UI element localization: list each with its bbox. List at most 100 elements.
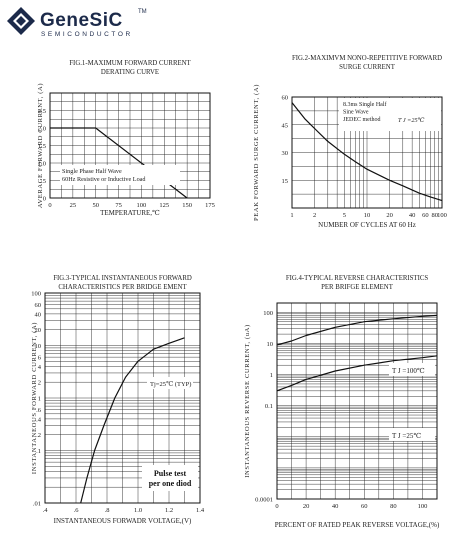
diamond-hexagon-logo-icon [7,7,35,35]
annotation-text: JEDEC method [343,117,381,123]
y-tick-label: 40 [35,311,42,318]
annotation-text: Single Phase Half Wave [62,168,122,175]
y-tick-label: 30 [282,150,289,157]
x-axis-label: PERCENT OF RATED PEAK REVERSE VOLTAGE,(%… [275,521,440,529]
y-tick-label: 10 [267,341,274,348]
plot-frame [276,302,438,500]
annotation-box [389,428,435,441]
y-tick-label: 0.1 [265,403,273,410]
y-axis-label: PEAK FORWARD SURGE CURRENT, (A) [253,84,260,221]
y-tick-label: 100 [31,291,41,298]
series-label: T J =25℃ [392,432,421,440]
x-tick-label: 0 [275,503,278,510]
annotation-box [339,98,441,131]
y-tick-label: .2 [36,432,41,439]
x-tick-label: 40 [409,212,416,219]
series-line-1 [291,102,443,202]
series-label: T J =100℃ [392,367,425,375]
y-tick-label: 45 [282,122,289,129]
x-tick-label: 1.2 [165,507,173,514]
x-tick-label: 5 [343,212,346,219]
y-tick-label: 1 [38,396,41,403]
chart-title: FIG.2-MAXIMVM NONO-REPETITIVE FORWARD [292,55,442,62]
trademark: TM [138,9,147,15]
y-axis-label: INSTANTANEOUS FORWARD CURRENT, (A) [31,322,38,474]
y-tick-label: 4 [38,364,42,371]
x-tick-label: 1 [290,212,293,219]
annotation-box [147,377,193,389]
series-line-1 [80,337,185,504]
annotation-box [389,363,435,376]
x-tick-label: 60 [361,503,368,510]
annotation-text: Sine Wave [343,110,369,116]
fig3-chart: FIG.3-TYPICAL INSTANTANEOUS FORWARD CHARA… [31,275,205,525]
x-tick-label: .4 [43,507,49,514]
y-tick-label: .6 [36,407,42,414]
y-tick-label: .5 [41,178,46,185]
plot-frame [44,292,201,504]
x-tick-label: 20 [303,503,310,510]
condition-label: Tj=25℃ (TYP) [150,380,191,388]
x-tick-label: 10 [364,212,371,219]
x-axis-label: NUMBER OF CYCLES AT 60 Hz [318,221,416,229]
y-tick-label: 6 [38,355,42,362]
annotation-box [142,465,198,491]
x-tick-label: 40 [332,503,339,510]
y-tick-label: 1.5 [38,143,46,150]
annotation-text: Pulse test [154,469,187,478]
fig4-chart: FIG.4-TYPICAL REVERSE CHARACTERISTICS PER… [244,275,440,529]
x-tick-label: 60 [422,212,429,219]
x-tick-label: 80 [431,212,438,219]
brand-tagline: SEMICONDUCTOR [41,31,133,38]
x-tick-label: 125 [159,202,169,209]
chart-title: FIG.4-TYPICAL REVERSE CHARACTERISTICS [286,275,429,282]
x-tick-label: 80 [390,503,397,510]
x-axis-label: TEMPERATURE,℃ [100,209,160,217]
annotation-box [60,165,180,185]
chart-title: PER BRIFGE ELEMENT [321,284,394,291]
chart-title: DERATING CURVE [101,69,159,76]
x-tick-label: 100 [437,212,447,219]
y-tick-label: 0 [43,196,46,203]
annotation-text: per one diod [149,479,192,488]
annotation-text: 8.3ms Single Half [343,101,387,108]
x-tick-label: .8 [105,507,110,514]
fig1-chart: FIG.1-MAXIMUM FORWARD CURRENT DERATING CU… [37,60,215,217]
y-tick-label: .1 [36,448,41,455]
chart-title: SURGE CURRENT [339,64,396,71]
x-axis-label: INSTANTANEOUS FORWADR VOLTAGE,(V) [54,517,192,525]
y-tick-label: 15 [282,178,289,185]
y-axis-label: INSTANTANEOUS REVERSE CURRENT, (uA) [244,324,251,478]
x-tick-label: 100 [137,202,147,209]
plot-frame [291,96,443,209]
x-tick-label: 50 [92,202,99,209]
y-tick-label: 60 [35,302,42,309]
x-tick-label: 20 [386,212,393,219]
y-tick-label: .4 [36,416,42,423]
fig2-chart: FIG.2-MAXIMVM NONO-REPETITIVE FORWARD SUR… [253,55,447,229]
brand-name: GeneSiC [40,10,123,31]
chart-title: FIG.1-MAXIMUM FORWARD CURRENT [69,60,191,67]
y-tick-label: 100 [263,310,273,317]
y-tick-label: 2.5 [38,108,46,115]
x-tick-label: 25 [70,202,77,209]
y-tick-label: 20 [35,327,42,334]
annotation-text: 60Hz Resistive or Inductive Load [62,176,146,183]
x-tick-label: .6 [74,507,80,514]
x-tick-label: 75 [115,202,122,209]
y-tick-label: 1 [270,372,273,379]
y-tick-label: 10 [35,343,42,350]
x-tick-label: 1.4 [196,507,205,514]
x-tick-label: 0 [48,202,51,209]
x-tick-label: 150 [182,202,192,209]
y-tick-label: 0.0001 [255,497,273,504]
y-tick-label: 2.0 [38,126,46,133]
y-tick-label: 60 [282,95,289,102]
y-tick-label: 1.0 [38,161,46,168]
x-tick-label: 100 [418,503,428,510]
x-tick-label: 2 [313,212,316,219]
chart-title: FIG.3-TYPICAL INSTANTANEOUS FORWARD [53,275,192,282]
x-tick-label: 1.0 [134,507,142,514]
series-line-2 [276,355,438,392]
y-tick-label: 2 [38,380,41,387]
